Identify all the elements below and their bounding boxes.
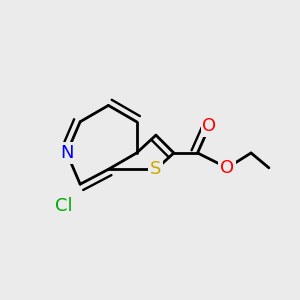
Text: Cl: Cl bbox=[55, 197, 73, 215]
Text: O: O bbox=[202, 117, 217, 135]
Text: O: O bbox=[220, 159, 234, 177]
Text: S: S bbox=[150, 160, 162, 178]
Text: N: N bbox=[60, 144, 74, 162]
